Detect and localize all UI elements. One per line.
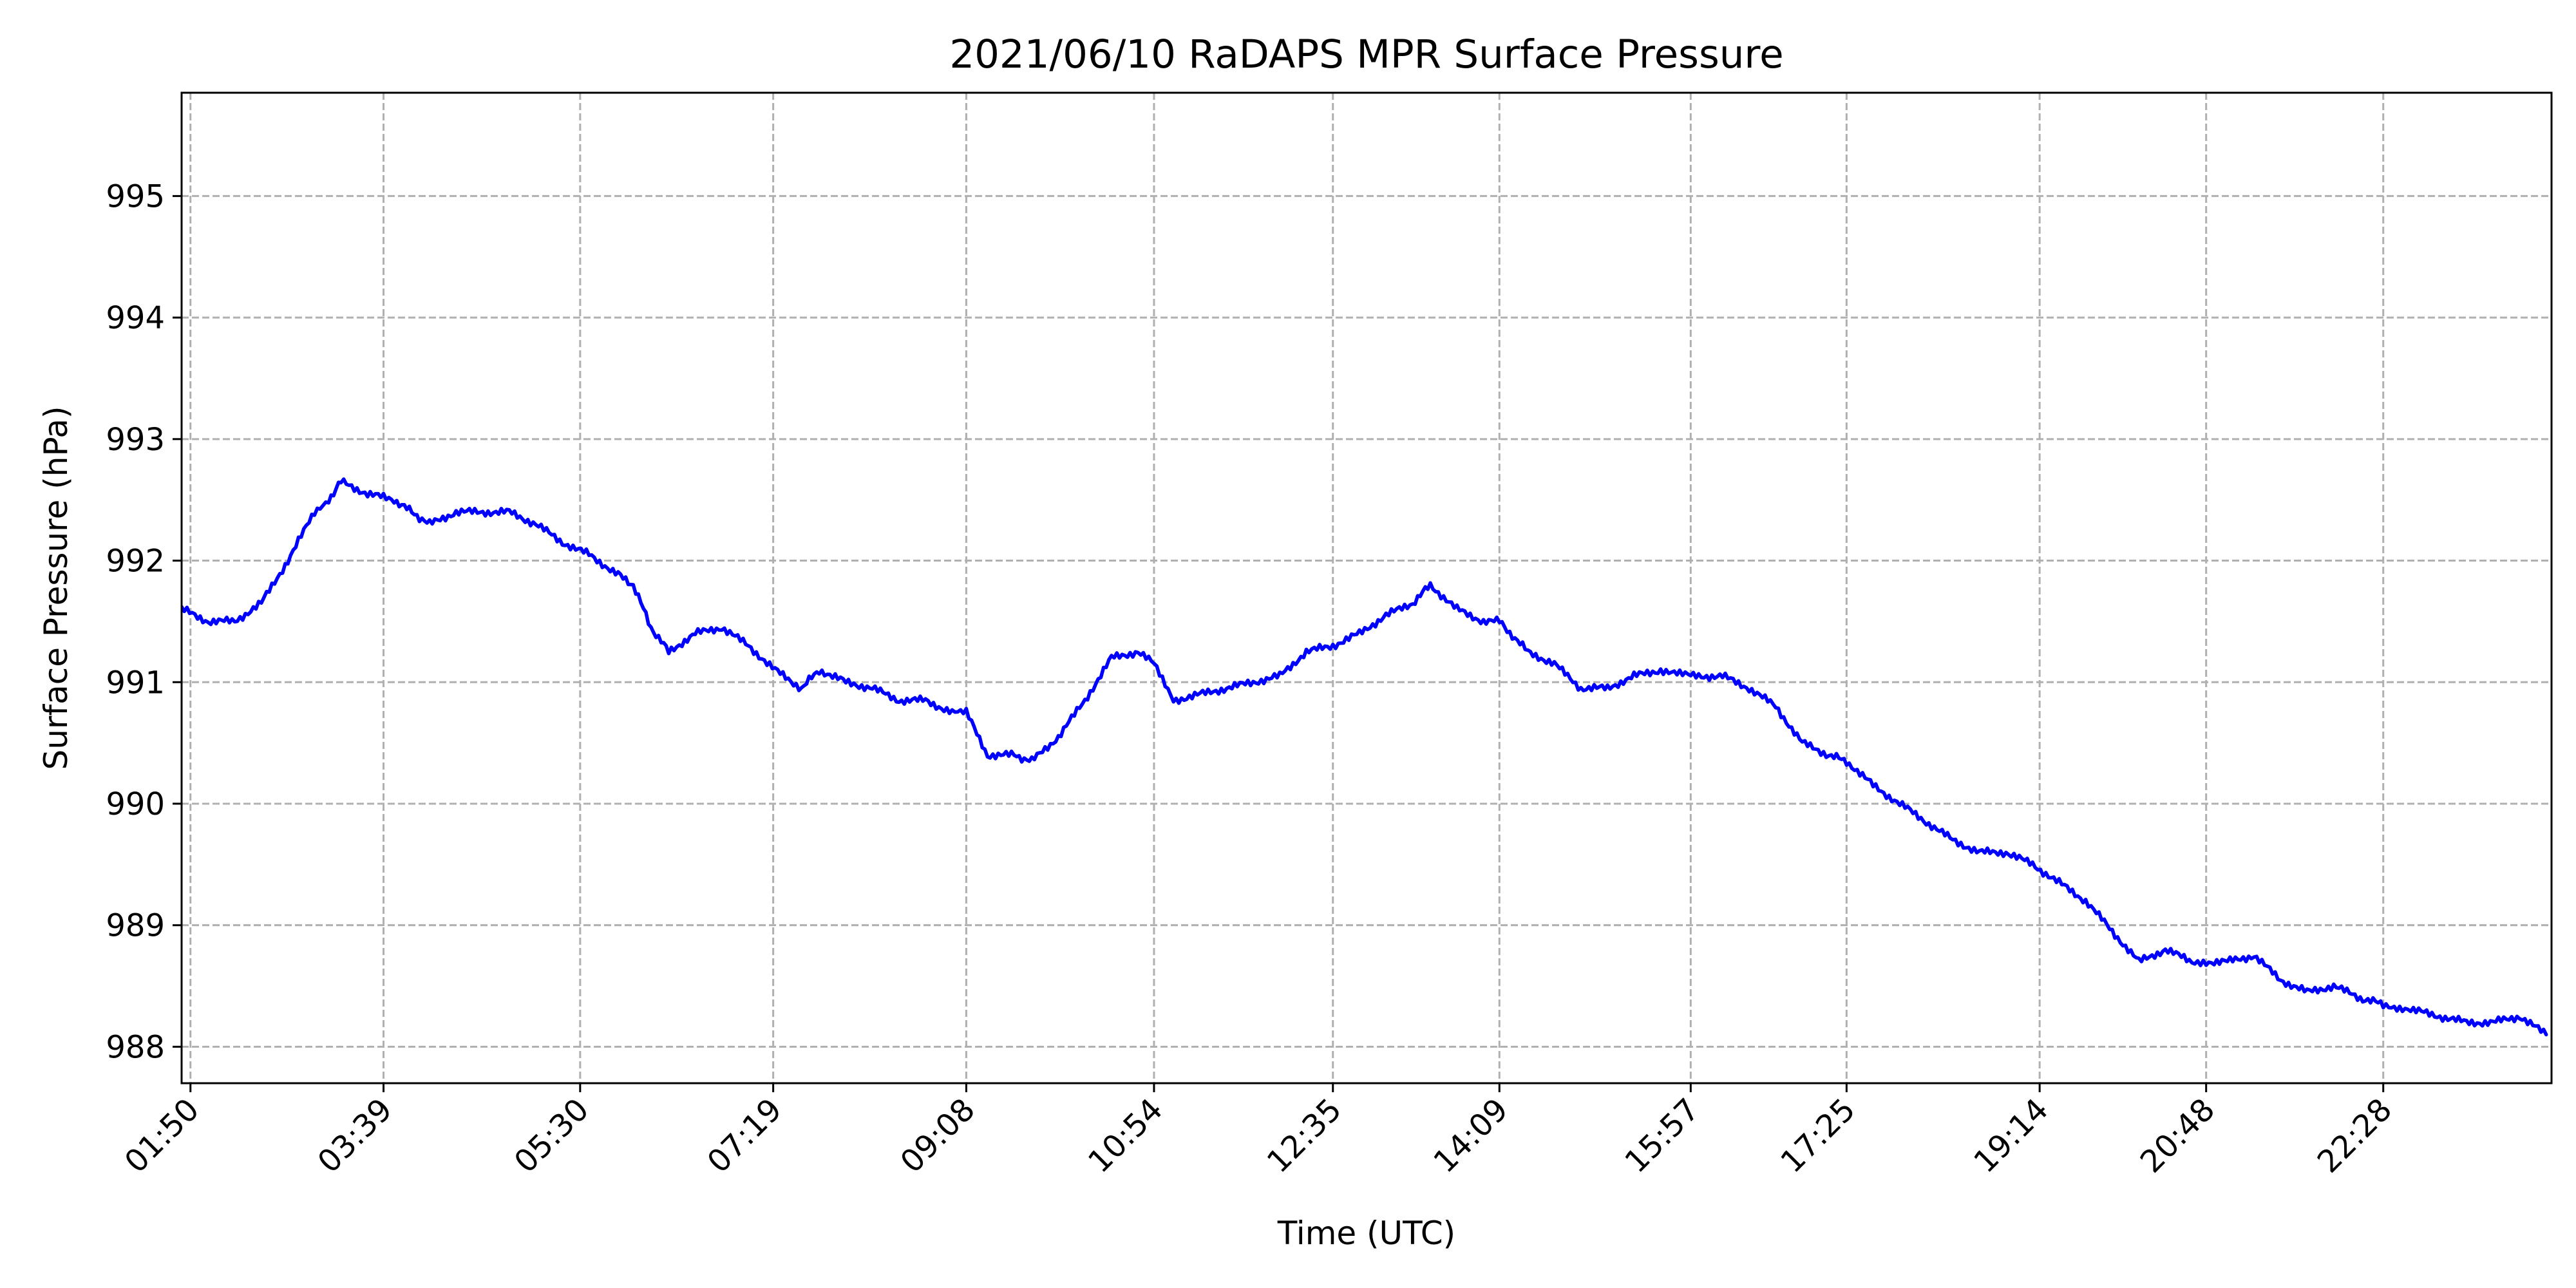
- y-tick-label: 994: [106, 300, 165, 336]
- y-tick-label: 995: [106, 178, 165, 214]
- y-tick-label: 991: [106, 665, 165, 701]
- series-line: [182, 477, 2548, 1037]
- plot-frame: [180, 91, 2553, 1084]
- chart-title: 2021/06/10 RaDAPS MPR Surface Pressure: [949, 32, 1783, 77]
- grid: [182, 93, 2552, 1083]
- y-tick-label: 992: [106, 544, 165, 580]
- y-tick-label: 993: [106, 422, 165, 458]
- y-tick-label: 988: [106, 1029, 165, 1065]
- y-axis-title: Surface Pressure (hPa): [37, 406, 75, 770]
- series-layer: [182, 477, 2548, 1037]
- y-tick-label: 989: [106, 908, 165, 944]
- x-axis-title: Time (UTC): [1277, 1215, 1455, 1252]
- y-tick-label: 990: [106, 786, 165, 822]
